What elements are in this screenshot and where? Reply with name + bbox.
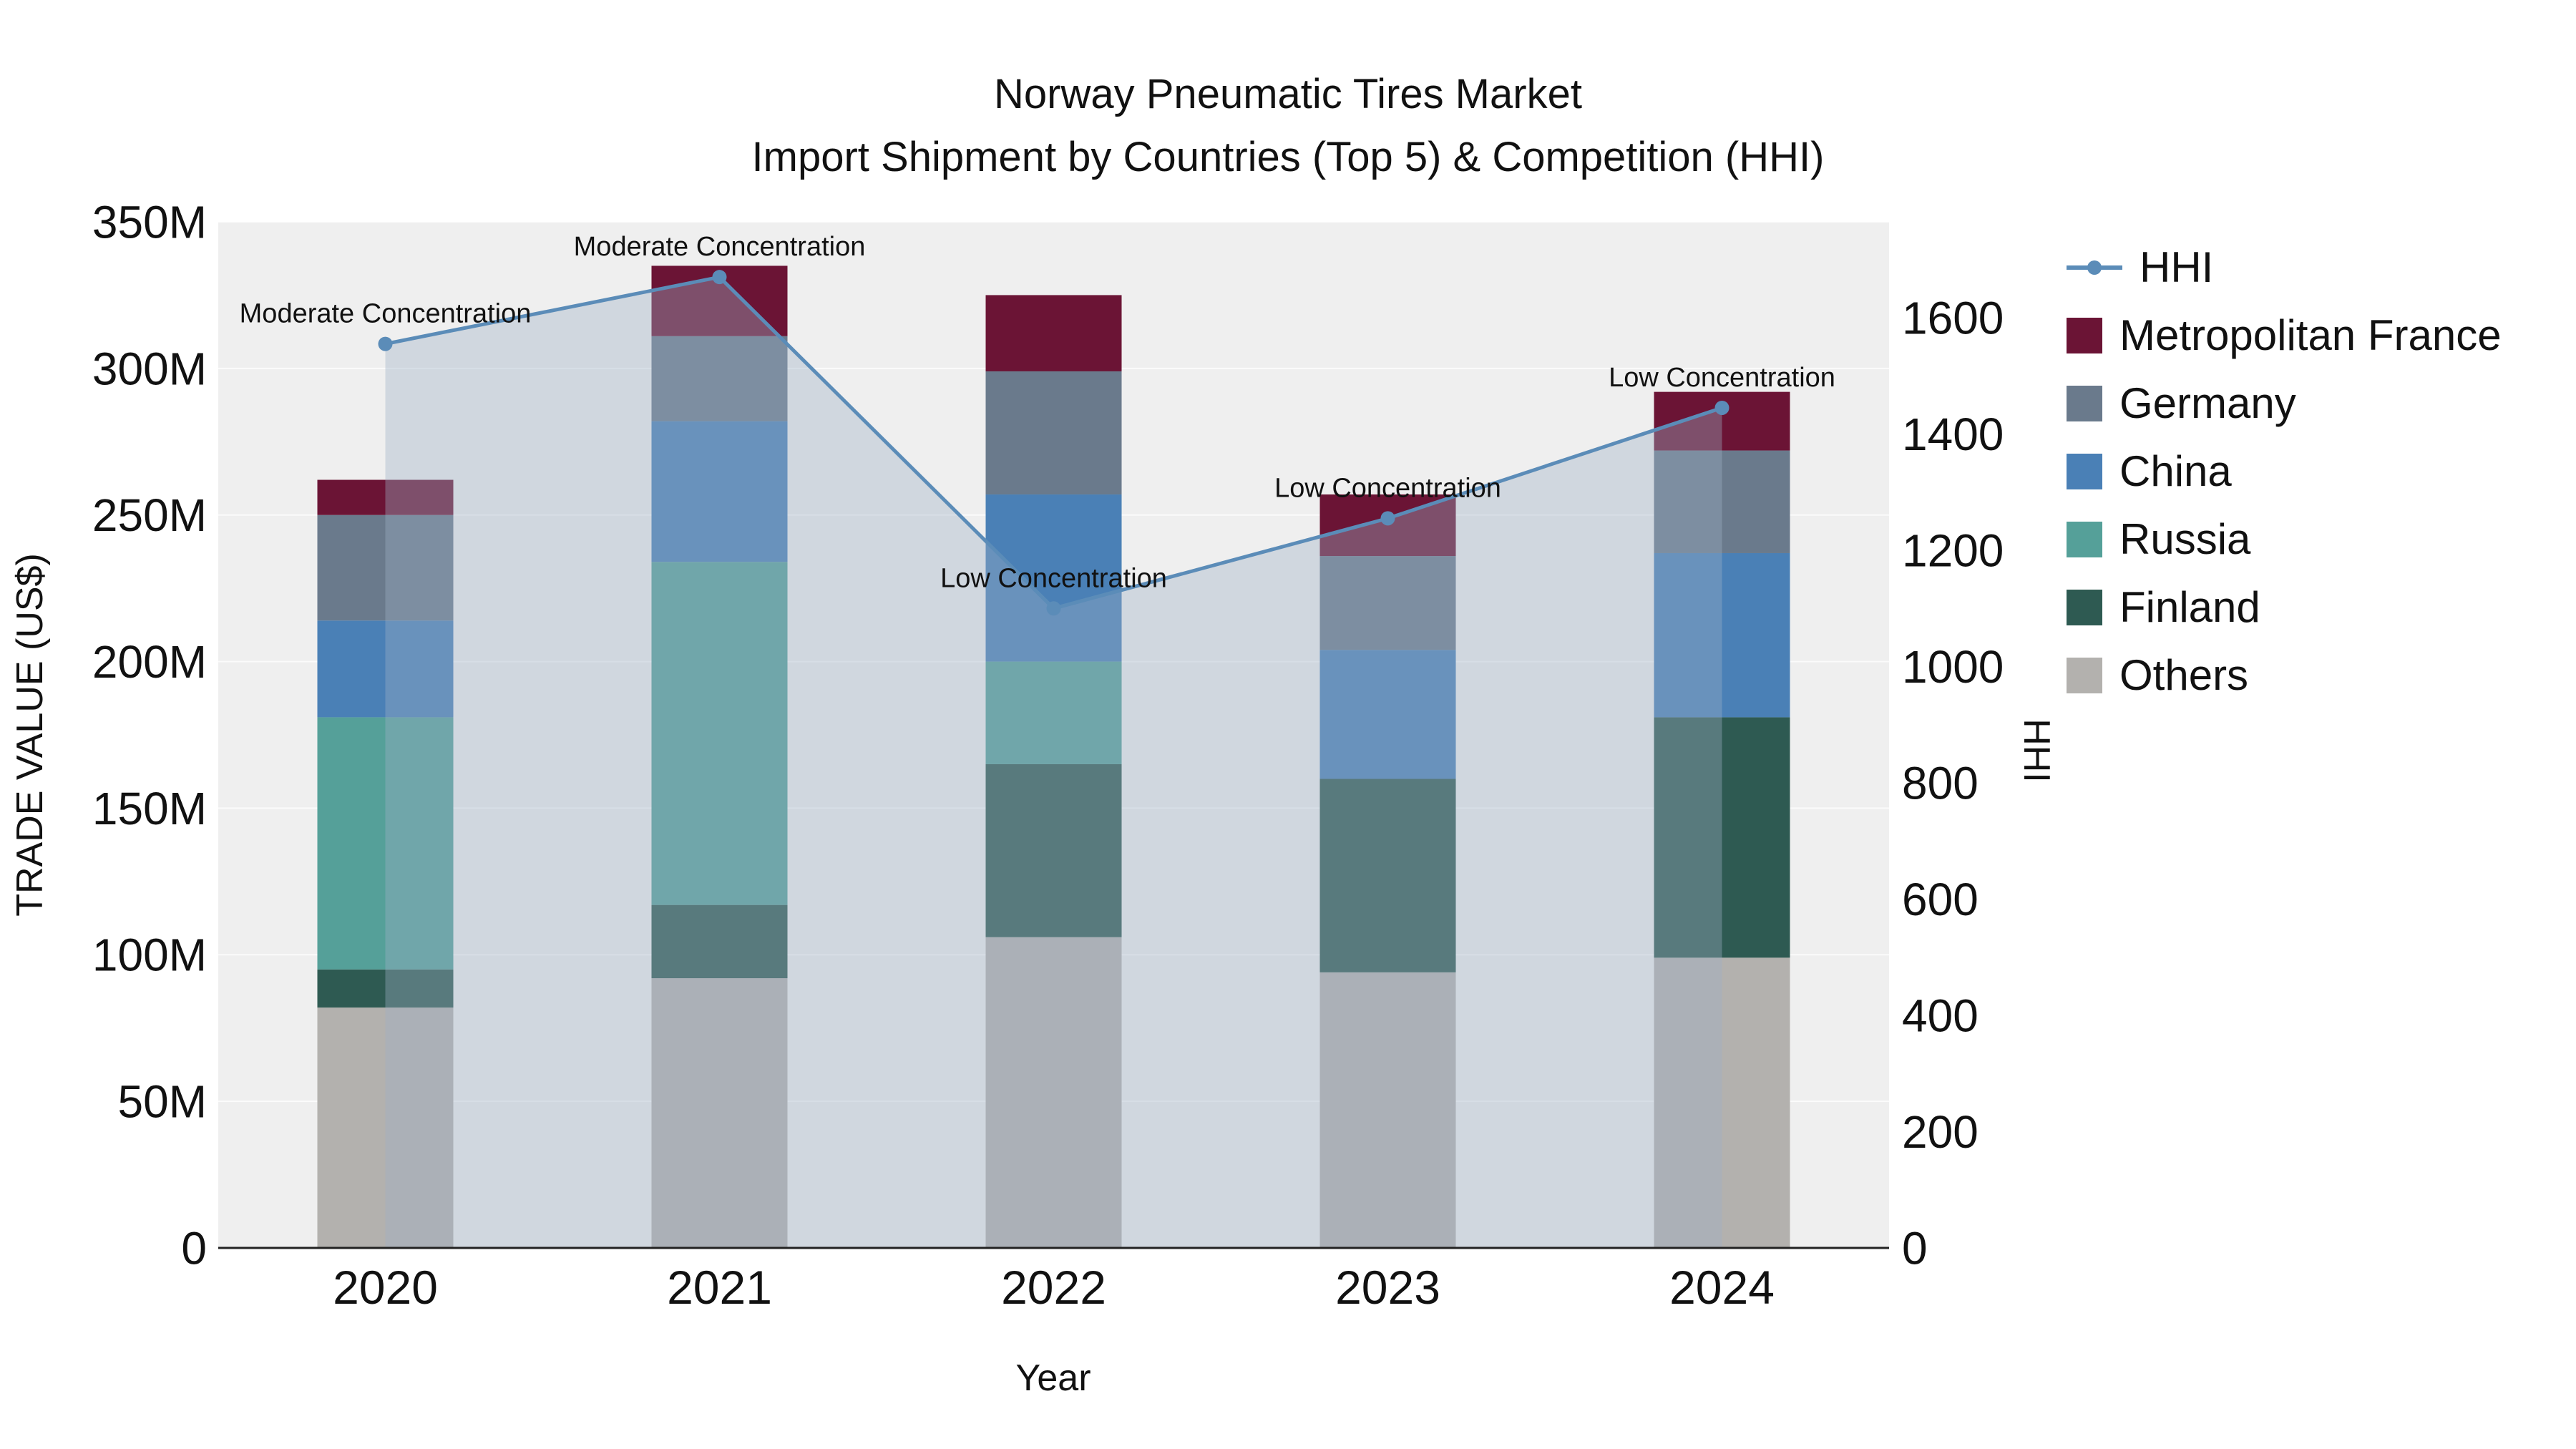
bar-segment-others-2023 [1319, 972, 1456, 1248]
x-axis-title: Year [1015, 1357, 1091, 1399]
y-left-tick-100M: 100M [92, 930, 207, 981]
bar-segment-metropolitan-france-2020 [317, 479, 454, 515]
hhi-marker-2022 [1046, 601, 1061, 616]
bar-segment-others-2022 [985, 937, 1122, 1248]
legend-label-russia: Russia [2119, 515, 2251, 563]
legend-item-russia[interactable]: Russia [2067, 505, 2502, 573]
y-left-tick-250M: 250M [92, 489, 207, 541]
y-right-tick-400: 400 [1902, 990, 1979, 1041]
bar-segment-russia-2020 [317, 717, 454, 970]
legend-swatch-finland [2067, 589, 2102, 625]
annotation-2021: Moderate Concentration [574, 232, 866, 262]
chart-title: Norway Pneumatic Tires Market Import Shi… [0, 63, 2576, 189]
y-left-tick-200M: 200M [92, 636, 207, 688]
y-axis-title-left: TRADE VALUE (US$) [9, 553, 51, 917]
legend-swatch-others [2067, 657, 2102, 693]
bar-segment-china-2023 [1319, 650, 1456, 779]
annotation-2023: Low Concentration [1274, 473, 1501, 503]
bar-segment-finland-2023 [1319, 779, 1456, 972]
bar-segment-china-2020 [317, 620, 454, 718]
hhi-marker-2021 [712, 270, 727, 285]
annotation-2020: Moderate Concentration [240, 299, 532, 329]
legend-label-others: Others [2119, 651, 2249, 699]
legend-item-hhi[interactable]: HHI [2067, 233, 2502, 301]
legend-label-finland: Finland [2119, 583, 2260, 631]
bar-segment-germany-2020 [317, 514, 454, 621]
annotation-2022: Low Concentration [940, 563, 1167, 593]
chart-title-line1: Norway Pneumatic Tires Market [994, 71, 1582, 117]
y-left-tick-50M: 50M [118, 1076, 208, 1128]
x-tick-2023: 2023 [1335, 1261, 1440, 1314]
bar-segment-china-2021 [651, 421, 788, 562]
x-tick-2024: 2024 [1669, 1261, 1775, 1314]
bar-segment-others-2020 [317, 1008, 454, 1248]
legend-label-china: China [2119, 447, 2232, 495]
y-left-tick-300M: 300M [92, 343, 207, 394]
bar-segment-germany-2024 [1654, 450, 1790, 553]
y-left-tick-350M: 350M [92, 196, 207, 248]
y-right-tick-600: 600 [1902, 874, 1979, 925]
y-right-tick-1200: 1200 [1902, 525, 2004, 576]
bar-segment-china-2022 [985, 494, 1122, 662]
legend-swatch-china [2067, 453, 2102, 489]
legend-swatch-germany [2067, 385, 2102, 421]
hhi-marker-2024 [1714, 400, 1729, 415]
bar-segment-finland-2020 [317, 969, 454, 1008]
x-tick-2020: 2020 [333, 1261, 438, 1314]
bar-segment-germany-2021 [651, 336, 788, 421]
y-left-tick-150M: 150M [92, 783, 207, 834]
legend-label-hhi: HHI [2140, 243, 2214, 291]
bar-segment-russia-2022 [985, 661, 1122, 764]
legend-swatch-metropolitan-france [2067, 317, 2102, 353]
bar-segment-germany-2023 [1319, 556, 1456, 650]
legend-item-finland[interactable]: Finland [2067, 573, 2502, 641]
bar-segment-others-2024 [1654, 957, 1790, 1248]
legend-label-metropolitan-france: Metropolitan France [2119, 311, 2502, 359]
bar-segment-germany-2022 [985, 371, 1122, 495]
bar-segment-finland-2022 [985, 763, 1122, 937]
y-left-tick-0: 0 [181, 1222, 207, 1274]
legend-item-others[interactable]: Others [2067, 641, 2502, 709]
hhi-marker-2020 [378, 336, 393, 351]
y-right-tick-1000: 1000 [1902, 641, 2004, 693]
legend-swatch-russia [2067, 521, 2102, 557]
y-right-tick-0: 0 [1902, 1222, 1928, 1274]
legend: HHI Metropolitan France Germany China Russia… [2067, 233, 2502, 709]
y-right-tick-1600: 1600 [1902, 292, 2004, 343]
y-right-tick-800: 800 [1902, 757, 1979, 809]
legend-item-china[interactable]: China [2067, 437, 2502, 505]
x-tick-2021: 2021 [667, 1261, 772, 1314]
bar-segment-china-2024 [1654, 552, 1790, 718]
legend-item-metropolitan-france[interactable]: Metropolitan France [2067, 301, 2502, 369]
chart-title-line2: Import Shipment by Countries (Top 5) & C… [751, 134, 1825, 180]
legend-item-germany[interactable]: Germany [2067, 369, 2502, 437]
y-right-tick-1400: 1400 [1902, 409, 2004, 460]
bar-segment-others-2021 [651, 978, 788, 1248]
x-tick-2022: 2022 [1001, 1261, 1106, 1314]
legend-line-swatch [2067, 250, 2122, 286]
y-right-tick-200: 200 [1902, 1106, 1979, 1158]
bar-segment-metropolitan-france-2022 [985, 295, 1122, 371]
bar-segment-finland-2024 [1654, 717, 1790, 958]
bar-segment-russia-2021 [651, 562, 788, 905]
annotation-2024: Low Concentration [1609, 363, 1835, 393]
bar-segment-finland-2021 [651, 904, 788, 979]
legend-label-germany: Germany [2119, 379, 2296, 427]
hhi-marker-2023 [1380, 511, 1395, 526]
y-axis-title-right: HHI [2016, 718, 2057, 783]
